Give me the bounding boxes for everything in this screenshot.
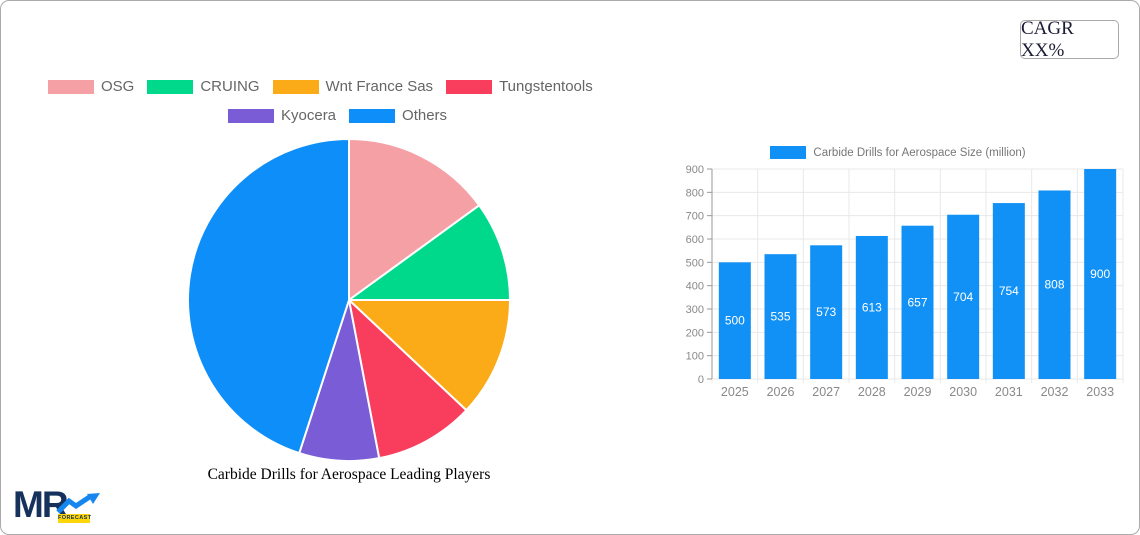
x-axis-tick-label-2028: 2028: [858, 385, 886, 399]
x-axis-tick-label-2025: 2025: [721, 385, 749, 399]
legend-item-wnt-france-sas: Wnt France Sas: [272, 78, 434, 95]
bar-value-label-2027: 573: [816, 305, 836, 319]
x-axis-tick-label-2027: 2027: [812, 385, 840, 399]
x-axis-tick-label-2033: 2033: [1086, 385, 1114, 399]
pie-slice-others: [187, 138, 350, 455]
y-axis-tick-label: 800: [686, 187, 704, 199]
y-axis-tick-label: 400: [686, 281, 704, 293]
legend-swatch-tungstentools: [446, 79, 493, 94]
bar-value-label-2031: 754: [999, 284, 1019, 298]
y-axis-tick-label: 900: [686, 164, 704, 176]
bar-2028: [855, 235, 888, 379]
legend-label-osg: OSG: [101, 78, 135, 95]
legend-item-osg: OSG: [48, 78, 134, 95]
logo-forecast-badge: FORECAST: [58, 514, 92, 523]
legend-item-kyocera: Kyocera: [228, 107, 336, 124]
cagr-badge: CAGR XX%: [1020, 17, 1119, 61]
y-axis-tick-label: 100: [686, 351, 704, 363]
x-axis-tick-label-2030: 2030: [949, 385, 977, 399]
bar-2030: [947, 214, 980, 379]
bar-value-label-2033: 900: [1090, 267, 1110, 281]
legend-swatch-osg: [48, 79, 94, 94]
x-axis-tick-label-2029: 2029: [904, 385, 932, 399]
legend-swatch-cruing: [147, 79, 194, 94]
legend-swatch-others: [349, 108, 396, 123]
y-axis-tick-label: 700: [686, 211, 704, 223]
legend-item-tungstentools: Tungstentools: [446, 78, 593, 95]
y-axis-tick-label: 200: [686, 327, 704, 339]
legend-swatch-kyocera: [228, 108, 274, 123]
bar-2031: [992, 203, 1025, 379]
pie-chart-title: Carbide Drills for Aerospace Leading Pla…: [207, 466, 491, 483]
trend-arrow-icon: [56, 493, 100, 514]
bar-value-label-2029: 657: [907, 295, 927, 309]
bar-2025: [718, 262, 751, 379]
bar-2032: [1038, 190, 1071, 379]
y-axis-tick-label: 600: [686, 234, 704, 246]
bar-2027: [810, 245, 843, 379]
bar-value-label-2025: 500: [725, 314, 745, 328]
legend-label-cruing: CRUING: [200, 78, 260, 95]
legend-swatch-wnt-france-sas: [272, 79, 319, 94]
bar-legend-swatch: [770, 146, 807, 159]
legend-label-kyocera: Kyocera: [281, 107, 337, 124]
legend-label-tungstentools: Tungstentools: [499, 78, 593, 95]
legend-label-others: Others: [402, 107, 448, 124]
legend-label-wnt-france-sas: Wnt France Sas: [325, 78, 434, 95]
bar-legend-label: Carbide Drills for Aerospace Size (milli…: [813, 146, 1026, 159]
y-axis-tick-label: 300: [686, 304, 704, 316]
legend-item-others: Others: [349, 107, 447, 124]
x-axis-tick-label-2032: 2032: [1041, 385, 1069, 399]
pie-slice-tungstentools: [348, 299, 468, 460]
bar-value-label-2032: 808: [1044, 278, 1064, 292]
bar-2029: [901, 225, 934, 379]
pie-chart: [179, 130, 519, 470]
pie-slice-osg: [348, 138, 481, 301]
legend-item-cruing: CRUING: [147, 78, 260, 95]
bar-value-label-2028: 613: [862, 300, 882, 314]
y-axis-tick-label: 500: [686, 257, 704, 269]
cagr-badge-label: CAGR XX%: [1021, 17, 1074, 61]
x-axis-tick-label-2026: 2026: [767, 385, 795, 399]
y-axis-tick-label: 0: [698, 374, 704, 386]
brand-logo: MR FORECAST: [13, 486, 123, 528]
pie-slice-wnt-france-sas: [348, 299, 511, 412]
bar-2033: [1084, 169, 1117, 379]
bar-chart-legend: Carbide Drills for Aerospace Size (milli…: [660, 146, 1136, 159]
pie-slice-cruing: [348, 204, 511, 301]
bar-value-label-2030: 704: [953, 290, 973, 304]
pie-legend-row-1: OSG CRUING Wnt France Sas Tungstentools: [48, 78, 593, 95]
bar-chart: 0 100 200 300 400 500 600 700 800 900 500 2025 535 20…: [660, 143, 1136, 409]
bar-2026: [764, 254, 797, 379]
pie-legend-row-2: Kyocera Others: [228, 107, 447, 124]
x-axis-tick-label-2031: 2031: [995, 385, 1023, 399]
bar-value-label-2026: 535: [770, 310, 790, 324]
